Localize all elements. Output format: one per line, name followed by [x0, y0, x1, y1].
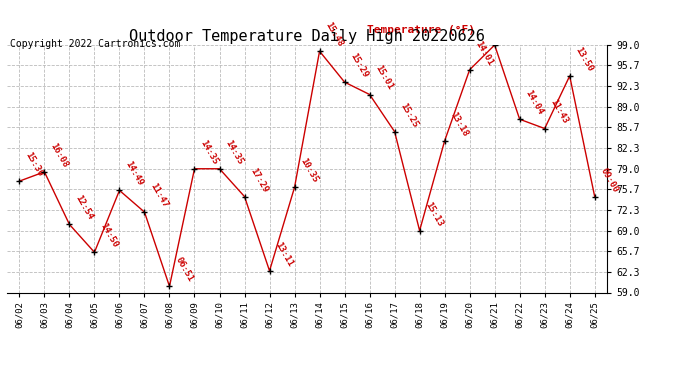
Text: 16:08: 16:08: [48, 141, 70, 169]
Text: 15:30: 15:30: [23, 151, 45, 178]
Text: 17:29: 17:29: [248, 166, 270, 194]
Text: 10:35: 10:35: [299, 157, 320, 184]
Text: 11:43: 11:43: [549, 98, 570, 126]
Text: 14:50: 14:50: [99, 222, 120, 249]
Text: 15:13: 15:13: [424, 200, 445, 228]
Text: 14:35: 14:35: [224, 138, 245, 166]
Text: 14:35: 14:35: [199, 138, 220, 166]
Text: 09:00: 09:00: [599, 166, 620, 194]
Text: 15:29: 15:29: [348, 52, 370, 80]
Title: Outdoor Temperature Daily High 20220626: Outdoor Temperature Daily High 20220626: [129, 29, 485, 44]
Text: 13:11: 13:11: [274, 240, 295, 268]
Text: 14:01: 14:01: [474, 39, 495, 67]
Text: 06:51: 06:51: [174, 256, 195, 284]
Text: 12:54: 12:54: [74, 194, 95, 222]
Text: 15:01: 15:01: [374, 64, 395, 92]
Text: 13:50: 13:50: [574, 45, 595, 73]
Text: Copyright 2022 Cartronics.com: Copyright 2022 Cartronics.com: [10, 39, 181, 50]
Text: 13:18: 13:18: [448, 110, 470, 138]
Text: 14:04: 14:04: [524, 89, 545, 117]
Text: 15:25: 15:25: [399, 101, 420, 129]
Text: 14:49: 14:49: [124, 160, 145, 188]
Text: 11:47: 11:47: [148, 182, 170, 209]
Text: 15:48: 15:48: [324, 21, 345, 48]
Text: Temperature (°F): Temperature (°F): [367, 25, 475, 35]
